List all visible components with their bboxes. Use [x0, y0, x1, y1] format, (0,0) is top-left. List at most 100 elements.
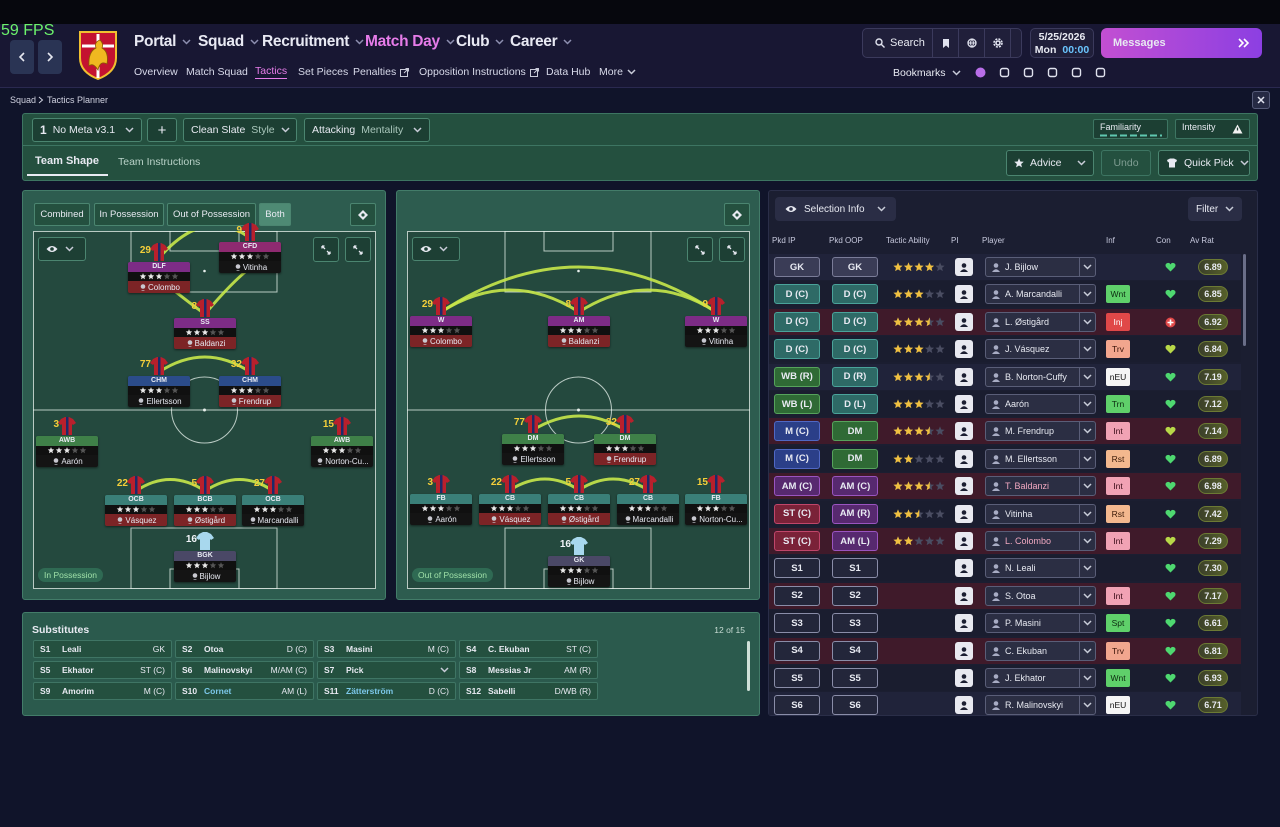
player-dropdown[interactable]: L. Østigård: [985, 311, 1096, 332]
player-instructions-button[interactable]: [955, 258, 973, 276]
column-header[interactable]: Pkd OOP: [829, 236, 863, 245]
player-card[interactable]: DM Ellertsson: [502, 434, 564, 465]
player-dropdown[interactable]: J. Ekhator: [985, 668, 1096, 688]
influence-badge[interactable]: Int: [1106, 477, 1130, 496]
substitute-slot[interactable]: S3 Masini M (C): [317, 640, 456, 658]
position-badge[interactable]: S1: [774, 558, 820, 579]
position-badge[interactable]: D (R): [832, 366, 878, 387]
player-instructions-button[interactable]: [955, 422, 973, 441]
position-badge[interactable]: WB (L): [774, 394, 820, 414]
position-badge[interactable]: ST (C): [774, 531, 820, 551]
substitute-slot[interactable]: S1 Leali GK: [33, 640, 172, 658]
action-button[interactable]: Undo: [1101, 150, 1151, 176]
player-dropdown[interactable]: P. Masini: [985, 613, 1096, 634]
substitute-slot[interactable]: S7 Pick: [317, 661, 456, 679]
position-badge[interactable]: D (C): [774, 339, 820, 360]
player-card[interactable]: AWB Aarón: [36, 436, 98, 467]
position-badge[interactable]: S2: [832, 585, 878, 606]
influence-badge[interactable]: Int: [1106, 532, 1130, 550]
position-badge[interactable]: D (C): [774, 284, 820, 305]
position-badge[interactable]: AM (C): [774, 476, 820, 497]
player-instructions-button[interactable]: [955, 504, 973, 523]
player-dropdown[interactable]: S. Otoa: [985, 585, 1096, 606]
player-card[interactable]: SS Baldanzi: [174, 318, 236, 349]
nav-item[interactable]: Portal: [134, 31, 191, 53]
influence-badge[interactable]: Int: [1106, 586, 1130, 605]
filter-button[interactable]: Filter: [1188, 197, 1242, 221]
tab[interactable]: Team Shape: [35, 155, 99, 167]
substitute-slot[interactable]: S2 Otoa D (C): [175, 640, 314, 658]
nav-item[interactable]: Recruitment: [262, 31, 364, 53]
position-badge[interactable]: S2: [774, 585, 820, 606]
player-instructions-button[interactable]: [955, 449, 973, 468]
influence-badge[interactable]: Spt: [1106, 614, 1130, 633]
position-badge[interactable]: WB (R): [774, 366, 820, 387]
column-header[interactable]: Av Rat: [1190, 236, 1214, 245]
nav-item[interactable]: Squad: [198, 31, 259, 53]
player-instructions-button[interactable]: [955, 340, 973, 359]
subnav-item[interactable]: Set Pieces: [298, 65, 348, 79]
position-badge[interactable]: GK: [774, 257, 820, 277]
pitch-mode-button[interactable]: Out of Possession: [167, 203, 256, 226]
influence-badge[interactable]: nEU: [1106, 696, 1130, 715]
pitch-tool-button[interactable]: [345, 237, 371, 262]
player-dropdown[interactable]: B. Norton-Cuffy: [985, 366, 1096, 387]
selection-dropdown[interactable]: Selection Info: [775, 197, 896, 221]
player-dropdown[interactable]: Vitinha: [985, 503, 1096, 524]
column-header[interactable]: Tactic Ability: [886, 236, 930, 245]
position-badge[interactable]: D (C): [832, 339, 878, 360]
substitute-slot[interactable]: S5 Ekhator ST (C): [33, 661, 172, 679]
player-instructions-button[interactable]: [955, 669, 973, 687]
player-card[interactable]: W Vitinha: [685, 316, 747, 347]
player-card[interactable]: BCB Østigård: [174, 495, 236, 526]
player-dropdown[interactable]: N. Leali: [985, 558, 1096, 579]
search-button[interactable]: Search: [863, 29, 933, 57]
pitch-tool-button[interactable]: [687, 237, 713, 262]
player-card[interactable]: DLF Colombo: [128, 262, 190, 293]
player-card[interactable]: GK Bijlow: [548, 556, 610, 587]
pitch-mode-button[interactable]: In Possession: [94, 203, 164, 226]
action-button[interactable]: Advice: [1006, 150, 1094, 176]
substitute-slot[interactable]: S4 C. Ekuban ST (C): [459, 640, 598, 658]
header-icon-button[interactable]: [959, 29, 985, 57]
pitch-tool-button[interactable]: [313, 237, 339, 262]
player-card[interactable]: CB Marcandalli: [617, 494, 679, 525]
position-badge[interactable]: D (C): [832, 311, 878, 332]
subnav-item[interactable]: Penalties: [353, 65, 410, 79]
subnav-item[interactable]: Match Squad: [186, 65, 248, 79]
position-badge[interactable]: M (C): [774, 421, 820, 442]
column-header[interactable]: PI: [951, 236, 959, 245]
position-badge[interactable]: AM (C): [832, 476, 878, 497]
position-badge[interactable]: AM (L): [832, 531, 878, 551]
substitute-slot[interactable]: S12 Sabelli D/WB (R): [459, 682, 598, 700]
position-badge[interactable]: D (L): [832, 394, 878, 414]
player-instructions-button[interactable]: [955, 614, 973, 633]
pitch-mode-button[interactable]: Combined: [34, 203, 90, 226]
player-card[interactable]: CB Østigård: [548, 494, 610, 525]
player-card[interactable]: DM Frendrup: [594, 434, 656, 465]
player-card[interactable]: BGK Bijlow: [174, 551, 236, 582]
nav-item[interactable]: Match Day: [365, 31, 455, 53]
close-button[interactable]: [1252, 91, 1270, 109]
tactic-dropdown[interactable]: 1 No Meta v3.1: [32, 118, 142, 142]
player-card[interactable]: FB Norton-Cu...: [685, 494, 747, 525]
column-header[interactable]: Pkd IP: [772, 236, 796, 245]
player-card[interactable]: CHM Frendrup: [219, 376, 281, 407]
player-dropdown[interactable]: L. Colombo: [985, 531, 1096, 551]
player-instructions-button[interactable]: [955, 367, 973, 386]
position-badge[interactable]: D (C): [832, 284, 878, 305]
tab[interactable]: Team Instructions: [118, 156, 201, 168]
influence-badge[interactable]: Trv: [1106, 641, 1130, 660]
influence-badge[interactable]: Inj: [1106, 312, 1130, 331]
column-header[interactable]: Con: [1156, 236, 1171, 245]
add-tactic-button[interactable]: +: [147, 118, 177, 142]
position-badge[interactable]: S4: [774, 640, 820, 661]
nav-item[interactable]: Club: [456, 31, 504, 53]
substitute-slot[interactable]: S9 Amorim M (C): [33, 682, 172, 700]
player-instructions-button[interactable]: [955, 285, 973, 304]
messages-button[interactable]: Messages: [1101, 28, 1262, 58]
subnav-item[interactable]: Overview: [134, 65, 178, 79]
player-dropdown[interactable]: J. Bijlow: [985, 257, 1096, 277]
pitch-tool-button[interactable]: [719, 237, 745, 262]
position-badge[interactable]: S6: [774, 695, 820, 715]
